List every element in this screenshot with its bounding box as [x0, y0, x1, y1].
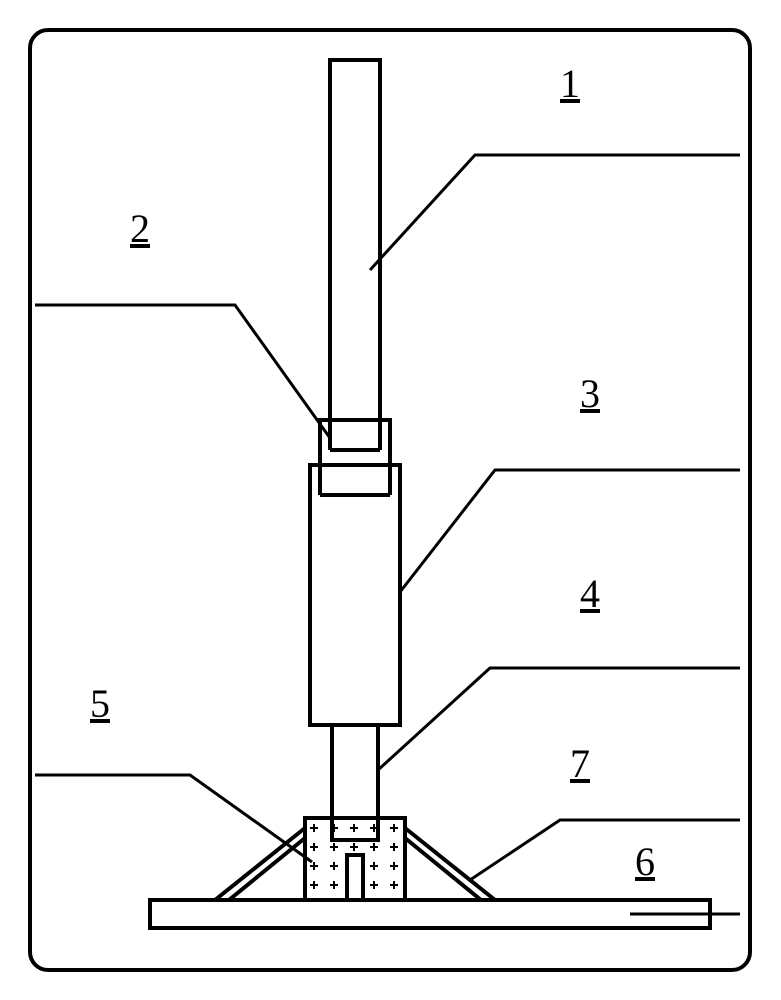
callout-label-6: 6: [635, 838, 655, 885]
callout-label-7: 7: [570, 740, 590, 787]
engineering-diagram: [0, 0, 781, 1000]
callout-label-1: 1: [560, 60, 580, 107]
callout-label-3: 3: [580, 370, 600, 417]
callout-label-4: 4: [580, 570, 600, 617]
callout-label-5: 5: [90, 680, 110, 727]
callout-label-2: 2: [130, 205, 150, 252]
